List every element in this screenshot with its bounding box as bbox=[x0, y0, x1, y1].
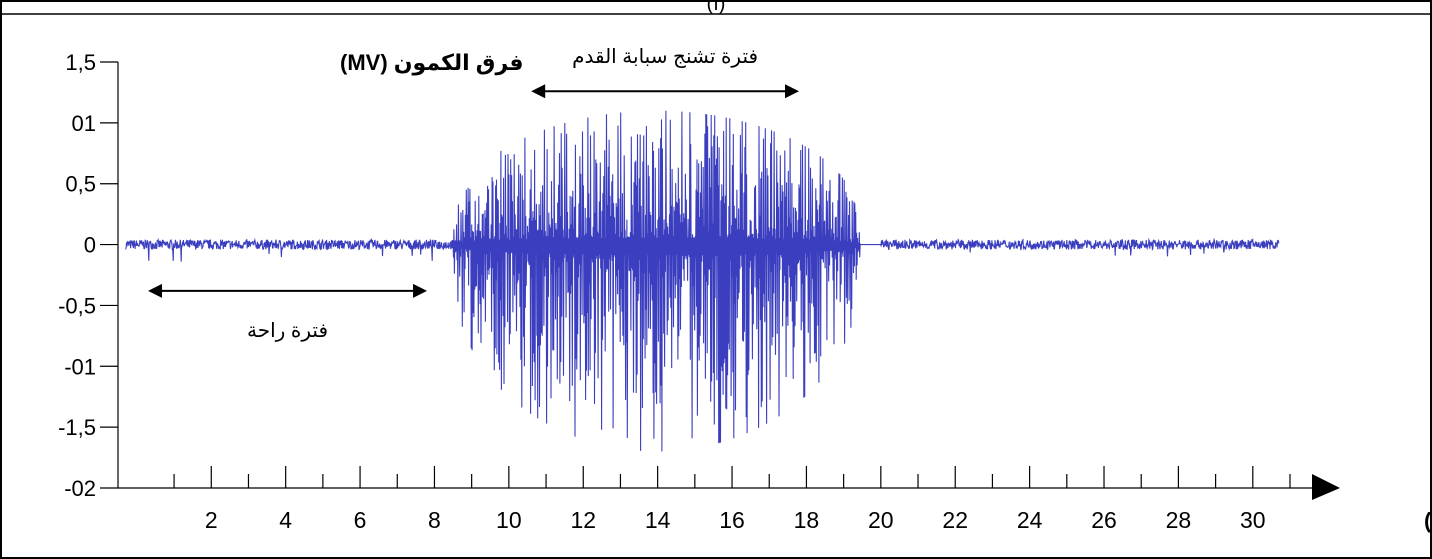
annotation-arrowhead-left bbox=[531, 84, 546, 99]
x-tick-label: 10 bbox=[496, 507, 522, 533]
x-axis-arrowhead bbox=[1312, 474, 1340, 500]
x-tick-label: 2 bbox=[205, 507, 218, 533]
y-tick-label: -01 bbox=[64, 354, 96, 379]
x-tick-label: 14 bbox=[645, 507, 671, 533]
x-tick-label: 8 bbox=[428, 507, 441, 533]
x-tick-label: 22 bbox=[942, 507, 968, 533]
annotations: فترة راحة فترة تشنج سبابة القدم bbox=[148, 46, 799, 342]
x-tick-label: 30 bbox=[1240, 507, 1266, 533]
annotation-arrowhead-left bbox=[148, 283, 163, 298]
x-tick-label: 12 bbox=[570, 507, 596, 533]
y-tick-label: 0,5 bbox=[65, 172, 96, 197]
y-tick-label: 1,5 bbox=[65, 50, 96, 75]
x-tick-label: 16 bbox=[719, 507, 745, 533]
y-ticks: 1,5 01 0,5 0 -0,5 -01 -1,5 -02 bbox=[58, 50, 118, 501]
y-tick-label: 0 bbox=[84, 233, 96, 258]
x-tick-label: 26 bbox=[1091, 507, 1117, 533]
annotation-arrowhead-right bbox=[784, 84, 799, 99]
annotation-arrowhead-right bbox=[413, 283, 428, 298]
x-tick-label: 20 bbox=[868, 507, 894, 533]
x-tick-label: 18 bbox=[794, 507, 820, 533]
x-ticks: 2 4 6 8 10 12 14 16 18 20 22 24 26 28 30 bbox=[173, 466, 1291, 533]
y-tick-label: -1,5 bbox=[58, 415, 96, 440]
y-tick-label: -0,5 bbox=[58, 293, 96, 318]
y-tick-label: 01 bbox=[72, 111, 96, 136]
x-axis-label: الزمن (S) bbox=[1424, 508, 1432, 534]
x-tick-label: 4 bbox=[279, 507, 292, 533]
x-tick-label: 24 bbox=[1017, 507, 1043, 533]
annotation-label: فترة تشنج سبابة القدم bbox=[572, 46, 758, 68]
y-tick-label: -02 bbox=[64, 476, 96, 501]
x-tick-label: 28 bbox=[1166, 507, 1192, 533]
annotation-label: فترة راحة bbox=[247, 320, 328, 342]
x-tick-label: 6 bbox=[354, 507, 367, 533]
figure-caption: (أ) bbox=[707, 0, 726, 15]
emg-signal-line bbox=[125, 110, 1280, 452]
y-axis-label: فرق الكمون (MV) bbox=[340, 50, 524, 76]
